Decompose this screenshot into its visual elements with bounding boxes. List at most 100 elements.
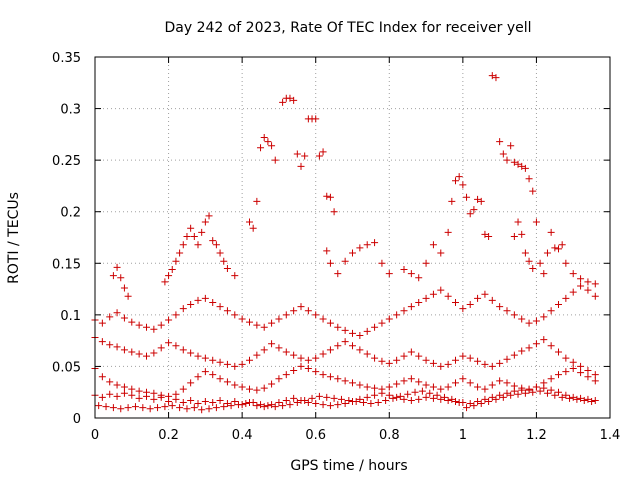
data-point [113,381,121,389]
data-point [352,397,360,405]
data-point [282,396,290,404]
y-tick-label: 0.2 [60,206,81,221]
y-tick-label: 0 [73,412,81,427]
data-point [514,160,522,168]
data-point [496,391,504,399]
data-point [312,368,320,376]
data-point [385,315,393,323]
data-point [231,397,239,405]
data-point [212,241,220,249]
data-point [290,96,298,104]
data-point [238,383,246,391]
data-point [319,148,327,156]
data-point [293,399,301,407]
data-point [330,394,338,402]
data-point [591,371,599,379]
data-point [297,162,305,170]
data-point [499,150,507,158]
data-point [349,379,356,387]
data-point [334,375,342,383]
data-point [440,393,448,401]
data-point [532,340,540,348]
data-point [400,265,408,273]
data-point [371,384,379,392]
data-point [106,341,114,349]
data-point [179,399,187,407]
data-point [131,403,139,411]
data-point [562,368,570,376]
data-point [334,323,342,331]
data-point [525,257,533,265]
data-point [371,354,379,362]
data-point [253,321,261,329]
data-point [507,142,515,150]
data-point [113,392,121,400]
data-point [209,356,217,364]
data-point [179,346,187,354]
data-point [161,278,169,286]
data-point [551,391,559,399]
data-point [326,259,334,267]
data-point [341,257,349,265]
data-point [293,150,301,158]
data-point [499,393,507,401]
data-point [304,307,312,315]
data-point [532,317,540,325]
data-point [161,403,169,411]
data-point [477,197,485,205]
data-point [463,404,471,412]
data-point [209,371,217,379]
data-point [547,386,555,394]
data-point [216,358,224,366]
data-point [168,265,176,273]
data-point [393,311,401,319]
data-point [400,377,408,385]
data-point [135,387,143,395]
data-point [510,311,518,319]
data-point [242,400,250,408]
data-point [326,346,334,354]
data-point [488,72,496,80]
data-point [360,399,368,407]
data-point [275,315,283,323]
data-point [124,292,132,300]
axis-tick-labels: 0 0.2 0.4 0.6 0.8 1 1.2 1.4 0 0.05 0.1 0.15 0.2 0.25 0… [52,51,620,443]
data-point [514,390,522,398]
data-point [466,354,474,362]
data-point [304,399,312,407]
data-point [444,383,452,391]
data-point [503,307,511,315]
data-point [190,232,198,240]
data-point [532,218,540,226]
data-point [562,259,570,267]
data-point [591,377,599,385]
data-point [150,389,158,397]
data-point [95,402,103,410]
data-point [448,197,456,205]
data-point [518,384,526,392]
data-point [109,272,117,280]
data-point [422,259,430,267]
y-tick-label: 0.25 [52,154,81,169]
data-point [290,394,298,402]
data-point [540,336,548,344]
data-point [290,351,298,359]
data-point [238,360,246,368]
x-tick-label: 1.4 [600,428,621,443]
data-point [378,385,386,393]
data-point [437,286,445,294]
data-point [201,218,209,226]
data-point [437,395,445,403]
data-point [223,378,231,386]
data-point [510,351,518,359]
data-point [507,391,515,399]
data-point [496,377,504,385]
data-point [223,400,231,408]
data-point [510,382,518,390]
data-point [268,340,276,348]
x-tick-label: 0.6 [305,428,326,443]
data-point [536,387,544,395]
data-point [543,389,551,397]
data-point [319,315,327,323]
data-point [474,383,482,391]
